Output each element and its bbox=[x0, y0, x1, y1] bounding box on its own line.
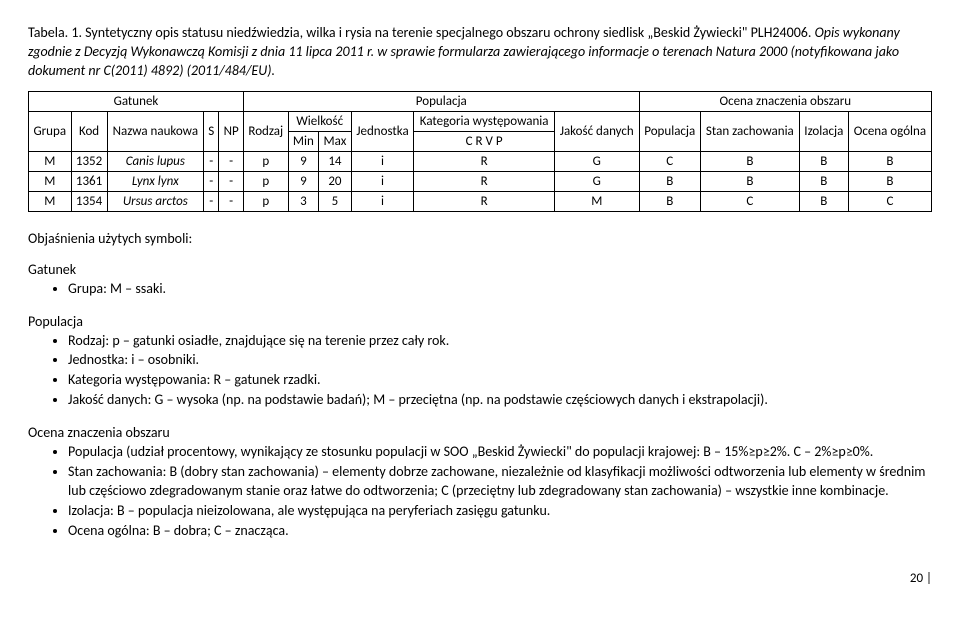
cell: B bbox=[848, 151, 931, 171]
cell: - bbox=[219, 191, 244, 211]
populacja-list: Rodzaj: p – gatunki osiadłe, znajdujące … bbox=[28, 332, 932, 411]
gatunek-heading: Gatunek bbox=[28, 261, 932, 278]
cell-species: Ursus arctos bbox=[107, 191, 203, 211]
legend-title: Objaśnienia użytych symboli: bbox=[28, 230, 932, 247]
cell: B bbox=[799, 191, 848, 211]
table-row: M 1361 Lynx lynx - - p 9 20 i R G B B B … bbox=[29, 171, 932, 191]
list-item: Grupa: M – ssaki. bbox=[68, 280, 932, 299]
cell: R bbox=[414, 191, 555, 211]
list-item: Jakość danych: G – wysoka (np. na podsta… bbox=[68, 391, 932, 410]
cell: p bbox=[243, 151, 288, 171]
th-np: NP bbox=[219, 111, 244, 151]
list-item: Izolacja: B – populacja nieizolowana, al… bbox=[68, 502, 932, 521]
list-item: Kategoria występowania: R – gatunek rzad… bbox=[68, 371, 932, 390]
th-ocena-ogolna: Ocena ogólna bbox=[848, 111, 931, 151]
cell: i bbox=[351, 191, 414, 211]
cell: C bbox=[848, 191, 931, 211]
cell: B bbox=[639, 191, 700, 211]
cell: R bbox=[414, 171, 555, 191]
cell: 5 bbox=[319, 191, 352, 211]
cell: 9 bbox=[288, 151, 319, 171]
table-row: M 1354 Ursus arctos - - p 3 5 i R M B C … bbox=[29, 191, 932, 211]
cell-species: Canis lupus bbox=[107, 151, 203, 171]
th-wielkosc: Wielkość bbox=[288, 111, 351, 131]
cell: - bbox=[204, 151, 219, 171]
cell: 14 bbox=[319, 151, 352, 171]
th-ocena: Ocena znaczenia obszaru bbox=[639, 91, 931, 111]
cell: B bbox=[799, 171, 848, 191]
cell: p bbox=[243, 171, 288, 191]
table-row: M 1352 Canis lupus - - p 9 14 i R G C B … bbox=[29, 151, 932, 171]
cell: - bbox=[219, 151, 244, 171]
cell: C bbox=[700, 191, 799, 211]
list-item: Populacja (udział procentowy, wynikający… bbox=[68, 443, 932, 462]
cell: i bbox=[351, 151, 414, 171]
th-rodzaj: Rodzaj bbox=[243, 111, 288, 151]
th-max: Max bbox=[319, 131, 352, 151]
gatunek-list: Grupa: M – ssaki. bbox=[28, 280, 932, 299]
th-stan: Stan zachowania bbox=[700, 111, 799, 151]
species-table: Gatunek Populacja Ocena znaczenia obszar… bbox=[28, 91, 932, 212]
th-gatunek: Gatunek bbox=[29, 91, 244, 111]
cell: 1354 bbox=[71, 191, 107, 211]
cell: B bbox=[799, 151, 848, 171]
ocena-heading: Ocena znaczenia obszaru bbox=[28, 424, 932, 441]
cell: - bbox=[219, 171, 244, 191]
cell: i bbox=[351, 171, 414, 191]
cell: B bbox=[700, 151, 799, 171]
cell: C bbox=[639, 151, 700, 171]
cell: p bbox=[243, 191, 288, 211]
table-caption: Tabela. 1. Syntetyczny opis statusu nied… bbox=[28, 24, 932, 81]
cell: M bbox=[29, 151, 72, 171]
cell-species: Lynx lynx bbox=[107, 171, 203, 191]
th-jakosc: Jakość danych bbox=[554, 111, 639, 151]
th-kategoria: Kategoria występowania bbox=[414, 111, 555, 131]
cell: 1352 bbox=[71, 151, 107, 171]
cell: - bbox=[204, 191, 219, 211]
th-s: S bbox=[204, 111, 219, 151]
cell: 9 bbox=[288, 171, 319, 191]
cell: 1361 bbox=[71, 171, 107, 191]
cell: M bbox=[29, 171, 72, 191]
page-number: 20 | bbox=[28, 571, 932, 586]
cell: - bbox=[204, 171, 219, 191]
list-item: Ocena ogólna: B – dobra; C – znacząca. bbox=[68, 522, 932, 541]
list-item: Rodzaj: p – gatunki osiadłe, znajdujące … bbox=[68, 332, 932, 351]
cell: R bbox=[414, 151, 555, 171]
list-item: Stan zachowania: B (dobry stan zachowani… bbox=[68, 463, 932, 501]
cell: M bbox=[554, 191, 639, 211]
cell: G bbox=[554, 171, 639, 191]
cell: B bbox=[848, 171, 931, 191]
th-kod: Kod bbox=[71, 111, 107, 151]
th-min: Min bbox=[288, 131, 319, 151]
caption-prefix: Tabela. 1. Syntetyczny opis statusu nied… bbox=[28, 24, 815, 41]
cell: G bbox=[554, 151, 639, 171]
cell: B bbox=[639, 171, 700, 191]
list-item: Jednostka: i – osobniki. bbox=[68, 351, 932, 370]
cell: 20 bbox=[319, 171, 352, 191]
th-populacja2: Populacja bbox=[639, 111, 700, 151]
ocena-list: Populacja (udział procentowy, wynikający… bbox=[28, 443, 932, 540]
th-populacja: Populacja bbox=[243, 91, 639, 111]
populacja-heading: Populacja bbox=[28, 313, 932, 330]
cell: 3 bbox=[288, 191, 319, 211]
th-jednostka: Jednostka bbox=[351, 111, 414, 151]
th-izolacja: Izolacja bbox=[799, 111, 848, 151]
cell: B bbox=[700, 171, 799, 191]
cell: M bbox=[29, 191, 72, 211]
th-grupa: Grupa bbox=[29, 111, 72, 151]
th-crvp: C R V P bbox=[414, 131, 555, 151]
th-nazwa: Nazwa naukowa bbox=[107, 111, 203, 151]
